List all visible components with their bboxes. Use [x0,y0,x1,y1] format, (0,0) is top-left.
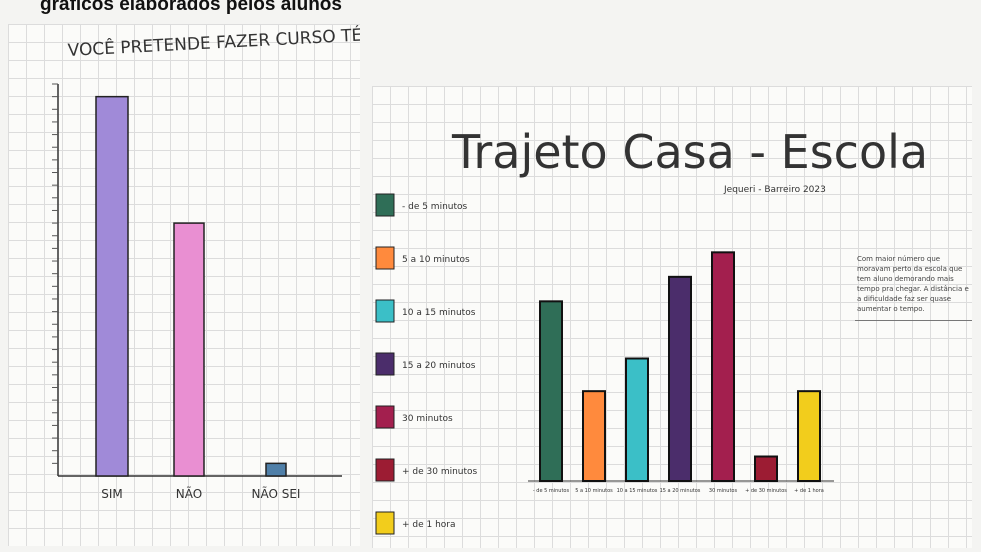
legend-label: + de 1 hora [402,520,456,530]
category-label: 5 a 10 minutos [575,488,613,494]
category-label: + de 30 minutos [745,488,787,494]
bar [583,391,605,481]
legend-swatch [376,459,394,481]
caption-text: gráficos elaborados pelos alunos [40,0,342,16]
legend-label: 10 a 15 minutos [402,308,476,318]
category-label: 30 minutos [709,488,738,494]
bars [540,252,820,481]
bar [626,359,648,482]
bars [96,97,286,476]
legend-label: + de 30 minutos [402,467,478,477]
legend-label: - de 5 minutos [402,202,468,212]
bar-sim [96,97,128,476]
category-label: - de 5 minutos [533,488,570,494]
category-label: 10 a 15 minutos [617,488,658,494]
category-label: + de 1 hora [794,488,824,494]
bar [755,457,777,482]
annotation-note: Com maior número que moravam perto da es… [855,252,972,321]
chart-title: Trajeto Casa - Escola [451,125,928,179]
legend-label: 5 a 10 minutos [402,255,470,265]
bar [798,391,820,481]
figure-caption: gráficos elaborados pelos alunos [0,0,981,20]
legend-swatch [376,247,394,269]
y-axis-ticks [52,84,58,463]
category-label: NÃO SEI [252,486,301,501]
legend-label: 30 minutos [402,414,453,424]
bar [540,301,562,481]
category-label: 15 a 20 minutos [660,488,701,494]
chart-title: VOCÊ PRETENDE FAZER CURSO TÉCNICO? [67,24,360,61]
legend-label: 15 a 20 minutos [402,361,476,371]
chart-course-intention: VOCÊ PRETENDE FAZER CURSO TÉCNICO? SIM NÃ… [8,24,360,546]
legend-swatch [376,300,394,322]
category-labels: - de 5 minutos 5 a 10 minutos 10 a 15 minu… [533,488,824,494]
chart-subtitle: Jequeri - Barreiro 2023 [723,185,826,195]
chart-commute-time: Trajeto Casa - Escola Jequeri - Barreiro… [372,86,972,548]
legend-swatch [376,353,394,375]
category-label: NÃO [176,486,202,501]
legend-swatch [376,406,394,428]
bar [712,252,734,481]
category-label: SIM [101,487,123,501]
category-labels: SIM NÃO NÃO SEI [101,486,300,501]
legend: - de 5 minutos 5 a 10 minutos 10 a 15 minu… [376,194,478,534]
bar-não [174,223,204,476]
bar [669,277,691,481]
chart-course-intention-svg: VOCÊ PRETENDE FAZER CURSO TÉCNICO? SIM NÃ… [8,24,360,546]
bar-não-sei [266,463,286,476]
legend-swatch [376,512,394,534]
legend-swatch [376,194,394,216]
